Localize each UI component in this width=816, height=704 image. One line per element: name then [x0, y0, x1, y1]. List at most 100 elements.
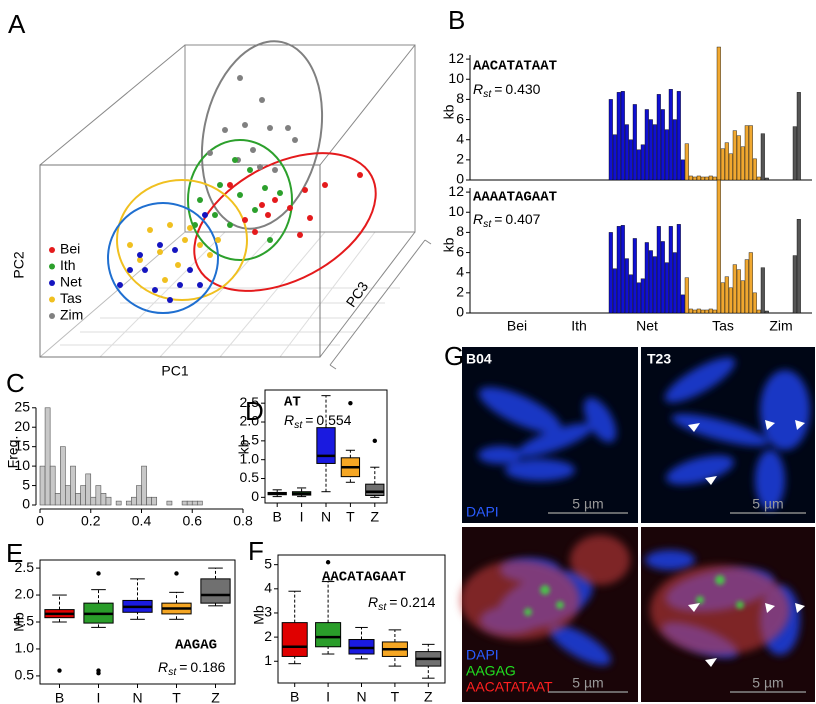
bar [748, 252, 753, 314]
stat-symbol: R [473, 81, 483, 97]
scale-bar-label: 5 µm [572, 675, 603, 691]
bar [628, 274, 633, 314]
bar [728, 287, 733, 314]
outlier [325, 560, 331, 565]
bar [724, 276, 729, 314]
x-tick-label: B [290, 689, 299, 704]
y-axis-label: Freq. [5, 436, 21, 469]
bar [672, 119, 677, 181]
bar [612, 134, 617, 181]
scale-bar-label: 5 µm [752, 675, 783, 691]
group-label: Ith [571, 318, 587, 334]
x-tick-label: T [346, 509, 355, 525]
bar [620, 225, 625, 314]
legend-label: Net [60, 274, 82, 290]
stat-subscript: st [378, 602, 387, 613]
y-tick-label: 6 [456, 110, 464, 126]
histogram-bar [197, 500, 203, 506]
x-tick-label: I [97, 690, 101, 704]
stat-sign: = [389, 594, 397, 610]
histogram-bar [44, 407, 51, 506]
y-tick-label: 8 [456, 90, 464, 106]
histogram-bar [151, 496, 158, 506]
bar [792, 126, 797, 181]
bar [732, 264, 737, 314]
bar [616, 92, 621, 181]
stain-label: AACATATAAT [466, 679, 553, 695]
group-label: Bei [507, 318, 527, 334]
bar [724, 142, 729, 181]
y-tick-label: 6 [456, 243, 464, 259]
histogram-bar [75, 493, 81, 506]
y-tick-label: 1.0 [240, 450, 260, 466]
bar [716, 179, 721, 314]
bar [728, 153, 733, 181]
bar [676, 91, 681, 181]
sample-label: B04 [466, 351, 492, 367]
bar [656, 94, 661, 181]
sample-label: T23 [647, 351, 671, 367]
histogram-bar [146, 496, 152, 506]
stain-label: DAPI [466, 647, 499, 663]
y-tick-label: 4 [264, 580, 272, 596]
scale-bar-label: 5 µm [752, 496, 783, 512]
x-tick-label: Z [424, 689, 433, 704]
panel-label: E [6, 538, 23, 568]
stat-sign: = [179, 659, 187, 675]
histogram-bar [59, 446, 66, 506]
y-tick-label: 5 [22, 476, 30, 492]
bar [792, 255, 797, 314]
panel-label: A [8, 9, 26, 39]
bar [624, 124, 629, 181]
bar [652, 124, 657, 181]
box [315, 622, 342, 648]
y-tick-label: 0 [456, 304, 464, 320]
pca-xlabel: PC1 [161, 363, 188, 379]
y-tick-label: 10 [448, 70, 464, 86]
x-tick-label: 0.6 [183, 513, 203, 529]
bar [660, 109, 665, 181]
y-tick-label: 4 [456, 263, 464, 279]
stat-value: 0.430 [505, 81, 540, 97]
bar [608, 232, 613, 314]
bar [688, 308, 693, 314]
box [316, 427, 336, 464]
bar [688, 175, 693, 181]
bar [668, 89, 673, 181]
bar [748, 125, 753, 181]
bar [760, 267, 765, 314]
legend-label: Tas [60, 290, 82, 306]
outlier [57, 668, 62, 673]
x-tick-label: N [356, 689, 366, 704]
y-tick-label: 0 [22, 496, 30, 512]
bar [608, 99, 613, 181]
y-tick-label: 0 [456, 171, 464, 187]
histogram-bar [65, 485, 71, 506]
bar [648, 250, 653, 314]
group-label: Tas [712, 318, 734, 334]
y-tick-label: 3 [264, 604, 272, 620]
bar [680, 159, 685, 181]
bar [756, 309, 761, 314]
y-tick-label: 2.5 [240, 394, 260, 410]
bar [640, 278, 645, 314]
bar [652, 256, 657, 314]
bar [712, 309, 717, 314]
stat-label: Rst = 0.554 [284, 412, 352, 431]
panel-label: D [245, 396, 264, 426]
bar [616, 226, 621, 314]
bar [740, 146, 745, 181]
stat-label: Rst = 0.186 [158, 659, 226, 678]
stat-sign: = [494, 211, 502, 227]
bar [736, 269, 741, 314]
bar [656, 226, 661, 314]
annotation: AAAATAGAAT [473, 190, 557, 206]
y-tick-label: 2 [264, 628, 272, 644]
bar [664, 262, 669, 314]
histogram-bar [49, 465, 56, 506]
y-axis-label: kb [441, 104, 457, 119]
bar [676, 224, 681, 314]
y-tick-label: 15 [14, 437, 30, 453]
legend-marker [49, 263, 55, 270]
